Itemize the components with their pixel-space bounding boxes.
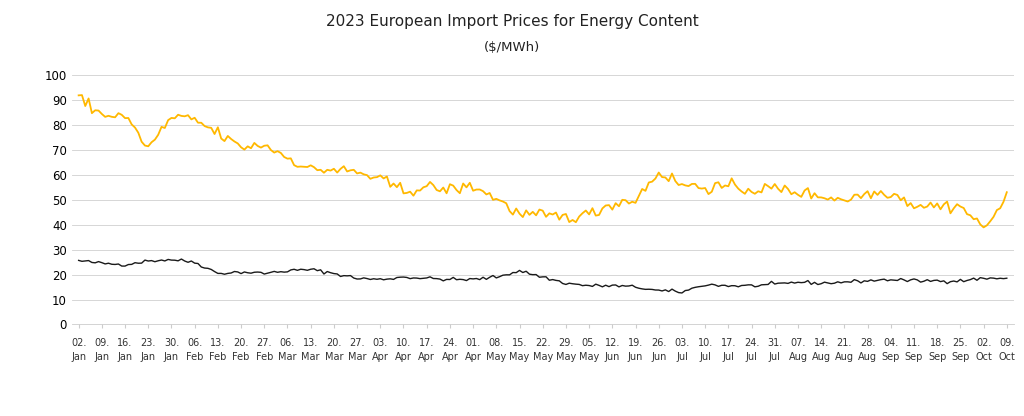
Text: 15.: 15. xyxy=(512,338,527,348)
Text: Feb: Feb xyxy=(256,352,273,362)
Text: 06.: 06. xyxy=(280,338,295,348)
Text: 09.: 09. xyxy=(94,338,110,348)
Text: Jul: Jul xyxy=(769,352,780,362)
Text: 27.: 27. xyxy=(257,338,272,348)
Text: 23.: 23. xyxy=(140,338,156,348)
Text: Oct: Oct xyxy=(998,352,1015,362)
Text: Sep: Sep xyxy=(905,352,924,362)
Text: Jan: Jan xyxy=(94,352,110,362)
Text: Jun: Jun xyxy=(628,352,643,362)
Text: Jun: Jun xyxy=(651,352,667,362)
Text: Apr: Apr xyxy=(465,352,481,362)
Text: Feb: Feb xyxy=(232,352,250,362)
Text: Sep: Sep xyxy=(951,352,970,362)
Text: 05.: 05. xyxy=(582,338,597,348)
Text: ($/MWh): ($/MWh) xyxy=(484,41,540,54)
Text: 31.: 31. xyxy=(767,338,782,348)
Text: 13.: 13. xyxy=(210,338,225,348)
Text: 21.: 21. xyxy=(837,338,852,348)
Text: Mar: Mar xyxy=(301,352,319,362)
Text: Aug: Aug xyxy=(812,352,830,362)
Text: May: May xyxy=(556,352,577,362)
Text: 25.: 25. xyxy=(952,338,968,348)
Text: 03.: 03. xyxy=(373,338,388,348)
Text: Mar: Mar xyxy=(325,352,343,362)
Text: May: May xyxy=(532,352,553,362)
Text: 13.: 13. xyxy=(303,338,318,348)
Text: 24.: 24. xyxy=(442,338,458,348)
Text: 02.: 02. xyxy=(976,338,991,348)
Text: Sep: Sep xyxy=(928,352,946,362)
Text: 24.: 24. xyxy=(743,338,759,348)
Text: Jun: Jun xyxy=(604,352,620,362)
Text: 17.: 17. xyxy=(721,338,736,348)
Text: 17.: 17. xyxy=(419,338,434,348)
Text: Feb: Feb xyxy=(186,352,204,362)
Text: 10.: 10. xyxy=(396,338,411,348)
Text: 29.: 29. xyxy=(558,338,573,348)
Text: 02.: 02. xyxy=(71,338,86,348)
Text: 27.: 27. xyxy=(349,338,365,348)
Text: Jul: Jul xyxy=(722,352,734,362)
Text: 07.: 07. xyxy=(791,338,806,348)
Text: Jan: Jan xyxy=(71,352,86,362)
Text: Jul: Jul xyxy=(676,352,688,362)
Text: 18.: 18. xyxy=(930,338,945,348)
Text: Jan: Jan xyxy=(164,352,179,362)
Text: Mar: Mar xyxy=(348,352,367,362)
Text: 09.: 09. xyxy=(999,338,1015,348)
Text: 16.: 16. xyxy=(118,338,133,348)
Text: 11.: 11. xyxy=(906,338,922,348)
Text: May: May xyxy=(509,352,529,362)
Text: 22.: 22. xyxy=(535,338,551,348)
Text: Sep: Sep xyxy=(882,352,900,362)
Text: Jan: Jan xyxy=(140,352,156,362)
Text: 30.: 30. xyxy=(164,338,179,348)
Text: 19.: 19. xyxy=(628,338,643,348)
Text: 28.: 28. xyxy=(860,338,876,348)
Text: Aug: Aug xyxy=(788,352,808,362)
Text: 2023 European Import Prices for Energy Content: 2023 European Import Prices for Energy C… xyxy=(326,14,698,29)
Text: Feb: Feb xyxy=(209,352,226,362)
Text: May: May xyxy=(486,352,507,362)
Text: 14.: 14. xyxy=(813,338,828,348)
Text: Mar: Mar xyxy=(279,352,297,362)
Text: May: May xyxy=(579,352,599,362)
Text: Apr: Apr xyxy=(418,352,435,362)
Text: Apr: Apr xyxy=(441,352,459,362)
Text: Aug: Aug xyxy=(835,352,854,362)
Text: 20.: 20. xyxy=(327,338,342,348)
Text: Jan: Jan xyxy=(118,352,133,362)
Text: 26.: 26. xyxy=(651,338,667,348)
Text: 01.: 01. xyxy=(466,338,480,348)
Text: Oct: Oct xyxy=(975,352,992,362)
Text: 20.: 20. xyxy=(233,338,249,348)
Text: Apr: Apr xyxy=(395,352,412,362)
Text: Jul: Jul xyxy=(745,352,758,362)
Text: 10.: 10. xyxy=(697,338,713,348)
Text: 08.: 08. xyxy=(488,338,504,348)
Text: 04.: 04. xyxy=(883,338,898,348)
Text: Aug: Aug xyxy=(858,352,878,362)
Text: Apr: Apr xyxy=(372,352,389,362)
Text: 03.: 03. xyxy=(675,338,689,348)
Text: 12.: 12. xyxy=(604,338,620,348)
Text: Jul: Jul xyxy=(699,352,711,362)
Text: 06.: 06. xyxy=(187,338,203,348)
